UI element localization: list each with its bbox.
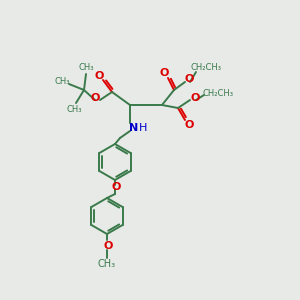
Text: CH₃: CH₃ bbox=[78, 64, 94, 73]
Text: H: H bbox=[139, 123, 147, 133]
Text: O: O bbox=[111, 182, 121, 192]
Text: CH₃: CH₃ bbox=[54, 77, 70, 86]
Text: O: O bbox=[184, 74, 194, 84]
Text: CH₃: CH₃ bbox=[66, 106, 82, 115]
Text: CH₂CH₃: CH₂CH₃ bbox=[202, 88, 233, 98]
Text: O: O bbox=[190, 93, 200, 103]
Text: O: O bbox=[184, 120, 194, 130]
Text: O: O bbox=[90, 93, 100, 103]
Text: N: N bbox=[129, 123, 139, 133]
Text: CH₂CH₃: CH₂CH₃ bbox=[190, 64, 221, 73]
Text: CH₃: CH₃ bbox=[98, 259, 116, 269]
Text: O: O bbox=[103, 241, 113, 251]
Text: O: O bbox=[159, 68, 169, 78]
Text: O: O bbox=[94, 71, 104, 81]
